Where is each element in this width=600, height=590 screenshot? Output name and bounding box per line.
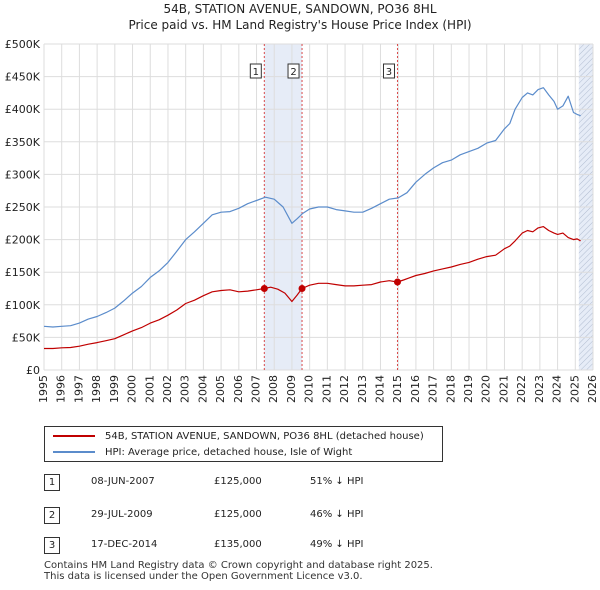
y-tick-label: £150K <box>5 266 41 279</box>
transaction-date: 08-JUN-2007 <box>91 476 155 487</box>
legend-item-property: 54B, STATION AVENUE, SANDOWN, PO36 8HL (… <box>45 428 424 444</box>
footer-copyright: Contains HM Land Registry data © Crown c… <box>44 560 433 571</box>
transaction-hpi: 51% ↓ HPI <box>310 476 364 487</box>
transaction-hpi: 49% ↓ HPI <box>310 539 364 550</box>
chart-title: 54B, STATION AVENUE, SANDOWN, PO36 8HL <box>163 2 437 16</box>
x-tick-label: 2021 <box>497 375 510 403</box>
x-tick-label: 2006 <box>232 375 245 403</box>
transaction-price: £135,000 <box>214 539 262 550</box>
x-tick-label: 1995 <box>37 375 50 403</box>
y-tick-label: £300K <box>5 168 41 181</box>
x-tick-label: 2004 <box>196 375 209 403</box>
x-tick-label: 2011 <box>320 375 333 403</box>
y-tick-label: £50K <box>12 331 41 344</box>
transaction-number: 3 <box>44 537 60 554</box>
table-row: 3 17-DEC-2014 £135,000 49% ↓ HPI <box>44 537 464 555</box>
legend: 54B, STATION AVENUE, SANDOWN, PO36 8HL (… <box>44 426 443 462</box>
y-tick-label: £0 <box>26 364 40 377</box>
transaction-number: 1 <box>44 474 60 491</box>
y-tick-label: £450K <box>5 71 41 84</box>
y-tick-label: £350K <box>5 136 41 149</box>
transaction-number: 2 <box>44 507 60 524</box>
chart-subtitle: Price paid vs. HM Land Registry's House … <box>128 18 472 32</box>
x-tick-label: 2019 <box>462 375 475 403</box>
x-tick-label: 2003 <box>179 375 192 403</box>
x-tick-label: 2026 <box>586 375 599 403</box>
y-tick-label: £100K <box>5 299 41 312</box>
legend-label-property: 54B, STATION AVENUE, SANDOWN, PO36 8HL (… <box>105 430 424 442</box>
hpi-line <box>43 87 581 328</box>
sale-marker <box>298 285 306 292</box>
sale-label-box <box>287 63 300 79</box>
legend-item-hpi: HPI: Average price, detached house, Isle… <box>45 444 352 460</box>
x-tick-label: 2013 <box>356 375 369 403</box>
price-line <box>44 226 581 350</box>
x-tick-label: 1999 <box>108 375 121 403</box>
transaction-price: £125,000 <box>214 509 262 520</box>
x-tick-label: 2016 <box>409 375 422 403</box>
table-row: 2 29-JUL-2009 £125,000 46% ↓ HPI <box>44 507 464 525</box>
legend-swatch-hpi <box>53 451 95 453</box>
table-row: 1 08-JUN-2007 £125,000 51% ↓ HPI <box>44 474 464 492</box>
x-tick-label: 2001 <box>143 375 156 403</box>
legend-swatch-property <box>53 435 95 437</box>
sale-label: 3 <box>386 67 392 78</box>
transaction-date: 17-DEC-2014 <box>91 539 158 550</box>
legend-label-hpi: HPI: Average price, detached house, Isle… <box>105 446 353 458</box>
sale-label-box <box>382 63 395 79</box>
x-tick-label: 2023 <box>533 375 546 403</box>
x-tick-label: 2025 <box>568 375 581 403</box>
sale-label-box <box>249 63 262 79</box>
x-tick-label: 2017 <box>427 375 440 403</box>
y-tick-label: £500K <box>5 38 41 51</box>
x-tick-label: 2024 <box>551 375 564 403</box>
x-tick-label: 2009 <box>285 375 298 403</box>
x-tick-label: 2000 <box>126 375 139 403</box>
transaction-price: £125,000 <box>214 476 262 487</box>
x-tick-label: 1998 <box>90 375 103 403</box>
y-tick-label: £250K <box>5 201 41 214</box>
x-tick-label: 2002 <box>161 375 174 403</box>
x-tick-label: 1997 <box>72 375 85 403</box>
x-tick-label: 1996 <box>55 375 68 403</box>
footer-licence: This data is licensed under the Open Gov… <box>44 571 363 582</box>
price-chart: 1 2 3 £0 £50K £100K £150K £200K £250K £300K £350K… <box>5 38 599 403</box>
x-tick-label: 2022 <box>515 375 528 403</box>
x-tick-label: 2012 <box>338 375 351 403</box>
x-tick-label: 2020 <box>480 375 493 403</box>
sale-marker <box>393 278 401 286</box>
transaction-date: 29-JUL-2009 <box>91 509 153 520</box>
x-tick-label: 2015 <box>391 375 404 403</box>
y-tick-label: £400K <box>5 103 41 116</box>
x-tick-label: 2005 <box>214 375 227 403</box>
x-tick-label: 2014 <box>373 375 386 403</box>
x-tick-label: 2008 <box>267 375 280 403</box>
footer: Contains HM Land Registry data © Crown c… <box>44 560 433 582</box>
sale-label: 2 <box>290 67 296 78</box>
y-tick-label: £200K <box>5 234 41 247</box>
sale-marker <box>260 285 268 292</box>
transaction-hpi: 46% ↓ HPI <box>310 509 364 520</box>
sale-label: 1 <box>253 67 259 78</box>
x-tick-label: 2010 <box>303 375 316 403</box>
x-tick-label: 2018 <box>444 375 457 403</box>
x-tick-label: 2007 <box>250 375 263 403</box>
